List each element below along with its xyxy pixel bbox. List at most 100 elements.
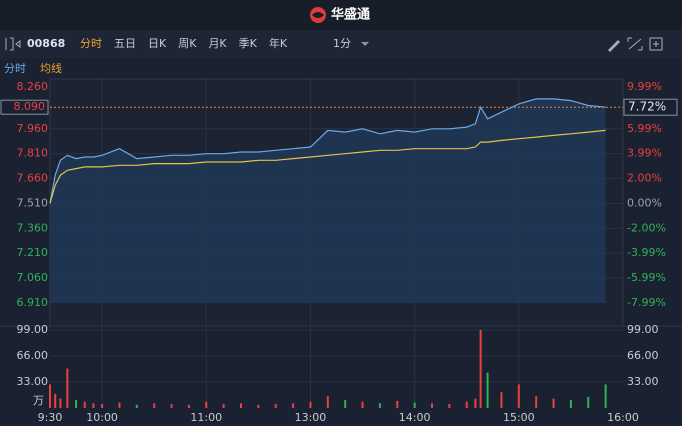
interval[interactable]: 1分 xyxy=(333,37,351,50)
volume-bar xyxy=(75,400,78,408)
volume-unit: 万 xyxy=(33,394,44,407)
y2-tick-label: -5.99% xyxy=(627,271,666,284)
current-change-box xyxy=(623,98,678,116)
y2-tick-label: 3.99% xyxy=(627,147,662,160)
volume-bar xyxy=(552,398,555,408)
volume-bar xyxy=(486,372,489,408)
x-tick-label: 14:00 xyxy=(399,411,431,424)
y-tick-label: 8.260 xyxy=(17,80,49,93)
volume-tick-label: 33.00 xyxy=(17,375,49,388)
x-tick-label: 13:00 xyxy=(295,411,327,424)
current-change: 7.72% xyxy=(628,100,666,114)
legend-entry: 分时 xyxy=(4,62,26,75)
volume-bar xyxy=(474,398,477,408)
logo-mark xyxy=(312,12,324,18)
volume-bar xyxy=(413,402,416,408)
volume-bar xyxy=(66,368,69,408)
volume-bar xyxy=(222,404,225,408)
volume-tick-label: 99.00 xyxy=(17,323,49,336)
volume-bar xyxy=(587,396,590,408)
volume-bar xyxy=(292,403,295,408)
y-tick-label: 7.360 xyxy=(17,221,49,234)
volume-tick-label: 66.00 xyxy=(17,349,49,362)
volume-bar xyxy=(240,403,242,408)
volume-bar xyxy=(135,404,138,408)
volume-bar xyxy=(118,402,121,408)
volume-bar xyxy=(83,401,86,408)
volume-bar xyxy=(500,392,503,408)
y-tick-label: 7.210 xyxy=(17,246,49,259)
volume-bar xyxy=(257,404,260,408)
current-price-box xyxy=(0,99,49,115)
y2-tick-label: -7.99% xyxy=(627,296,666,309)
y-tick-label: 7.510 xyxy=(17,196,49,209)
volume-bar xyxy=(361,401,364,408)
x-tick-label: 15:00 xyxy=(503,411,535,424)
price-area xyxy=(50,98,606,304)
volume-bar xyxy=(187,404,190,408)
series-line xyxy=(49,129,606,204)
volume-bar xyxy=(54,393,57,408)
y2-tick-label: 2.00% xyxy=(627,172,662,185)
volume-bar xyxy=(344,400,347,408)
volume-tick-label-right: 99.00 xyxy=(627,323,659,336)
series-line xyxy=(49,98,606,204)
volume-bar xyxy=(101,404,104,408)
y-tick-label: 7.960 xyxy=(17,122,49,135)
settings-icon[interactable] xyxy=(649,37,663,51)
volume-bar xyxy=(309,401,312,408)
tab[interactable]: 五日 xyxy=(114,37,136,50)
volume-bar xyxy=(274,404,277,408)
draw-icon[interactable] xyxy=(608,40,620,52)
tab[interactable]: 周K xyxy=(178,37,197,50)
volume-bar xyxy=(378,403,381,408)
app-title: 华盛通 xyxy=(331,7,370,23)
volume-bar xyxy=(170,404,173,408)
volume-tick-label-right: 66.00 xyxy=(627,349,659,362)
legend-bar xyxy=(0,58,682,80)
tab[interactable]: 日K xyxy=(148,37,167,50)
header-bar xyxy=(0,0,682,30)
volume-bar xyxy=(465,401,468,408)
volume-bar xyxy=(396,400,399,408)
y-tick-label: 7.660 xyxy=(17,172,49,185)
y2-tick-label: -3.99% xyxy=(627,246,666,259)
tab[interactable]: 年K xyxy=(269,36,288,50)
volume-bar xyxy=(569,400,572,408)
volume-bar xyxy=(92,403,95,408)
x-tick-label: 10:00 xyxy=(86,411,118,424)
volume-bar xyxy=(448,404,451,408)
tab[interactable]: 季K xyxy=(239,37,258,50)
legend-entry: 均线 xyxy=(40,61,62,75)
volume-bar xyxy=(49,384,51,408)
volume-bar xyxy=(326,396,329,408)
tab[interactable]: 月K xyxy=(208,37,227,50)
collapse-icon[interactable] xyxy=(5,37,21,51)
volume-bar xyxy=(153,403,156,408)
y-tick-label: 6.910 xyxy=(17,296,49,309)
volume-tick-label-right: 33.00 xyxy=(627,375,659,388)
symbol: 00868 xyxy=(27,37,65,50)
y-tick-label: 7.810 xyxy=(17,147,49,160)
x-tick-label: 11:00 xyxy=(190,411,222,424)
y2-tick-label: 0.00% xyxy=(627,196,662,209)
tab[interactable]: 分时 xyxy=(80,37,102,50)
x-tick-label: 16:00 xyxy=(607,411,639,424)
volume-bar xyxy=(431,403,433,408)
volume-bar xyxy=(479,330,482,408)
toolbar xyxy=(0,30,682,58)
y-tick-label: 7.060 xyxy=(17,271,49,284)
expand-icon[interactable] xyxy=(627,37,643,51)
volume-bar xyxy=(59,398,62,408)
volume-bar xyxy=(205,401,208,408)
x-tick-label: 9:30 xyxy=(38,411,63,424)
volume-bar xyxy=(535,396,538,408)
y2-tick-label: -2.00% xyxy=(627,221,666,234)
dropdown-icon[interactable] xyxy=(361,42,369,46)
volume-bar xyxy=(604,384,607,408)
current-price: 8.090 xyxy=(14,100,46,113)
y2-tick-label: 5.99% xyxy=(627,122,662,135)
volume-bar xyxy=(517,384,520,408)
